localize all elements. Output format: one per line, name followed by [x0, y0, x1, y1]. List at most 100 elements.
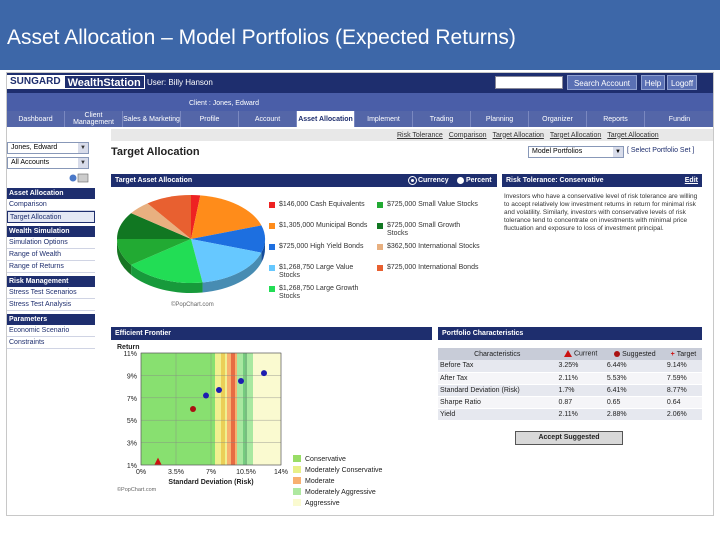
- legend-item: $725,000 Small Value Stocks: [377, 201, 481, 209]
- legend-label: $1,268,750 Large Growth Stocks: [279, 285, 359, 300]
- y-axis-label: Return: [117, 344, 140, 351]
- tab-client-management[interactable]: Client Management: [65, 111, 123, 127]
- table-row: After Tax 2.11% 5.53% 7.59%: [438, 372, 702, 385]
- table-cell: Standard Deviation (Risk): [438, 384, 557, 397]
- crumb-target-allocation-1[interactable]: Target Allocation: [492, 131, 544, 139]
- x-tick-label: 0%: [136, 469, 146, 476]
- y-tick-label: 3%: [127, 441, 137, 448]
- sidebar-section-parameters: Parameters: [7, 314, 95, 325]
- plot-border: [140, 352, 282, 466]
- sidebar-item-comparison[interactable]: Comparison: [7, 199, 95, 211]
- x-tick-label: 14%: [274, 469, 288, 476]
- band-legend-label: Aggressive: [305, 500, 340, 507]
- target-allocation-title: Target Asset Allocation: [115, 177, 193, 184]
- pie-credit: ©PopChart.com: [171, 302, 214, 308]
- tab-dashboard[interactable]: Dashboard: [7, 111, 65, 127]
- crumb-target-allocation-3[interactable]: Target Allocation: [607, 131, 659, 139]
- logo-wealthstation: WealthStation: [63, 75, 145, 89]
- crumb-risk-tolerance[interactable]: Risk Tolerance: [397, 131, 443, 139]
- client-select-value: Jones, Edward: [11, 144, 58, 151]
- tab-sales-marketing[interactable]: Sales & Marketing: [123, 111, 181, 127]
- tab-account[interactable]: Account: [239, 111, 297, 127]
- portfolio-point: [203, 392, 209, 399]
- tab-reports[interactable]: Reports: [587, 111, 645, 127]
- table-cell: 1.7%: [556, 384, 605, 397]
- client-select[interactable]: Jones, Edward ▼: [7, 142, 89, 154]
- portfolio-select[interactable]: Model Portfolios ▼: [528, 146, 624, 158]
- frontier-credit: ©PopChart.com: [117, 486, 157, 493]
- tab-funding[interactable]: Fundin: [645, 111, 713, 127]
- accounts-select[interactable]: All Accounts ▼: [7, 157, 89, 169]
- efficient-frontier-header: Efficient Frontier: [111, 327, 432, 340]
- chevron-down-icon: ▼: [613, 147, 623, 157]
- legend-label: $1,268,750 Large Value Stocks: [279, 264, 354, 279]
- sidebar-item-constraints[interactable]: Constraints: [7, 337, 95, 349]
- crumb-target-allocation-2[interactable]: Target Allocation: [549, 131, 602, 139]
- allocation-pie-chart: [117, 195, 265, 293]
- radio-selected-icon: [408, 175, 417, 185]
- legend-swatch: [377, 244, 383, 250]
- legend-swatch: [377, 223, 383, 229]
- crumb-comparison[interactable]: Comparison: [448, 131, 487, 139]
- tab-trading[interactable]: Trading: [413, 111, 471, 127]
- select-portfolio-set-link[interactable]: [ Select Portfolio Set ]: [627, 147, 695, 154]
- accept-suggested-button[interactable]: Accept Suggested: [515, 431, 623, 445]
- legend-label: $146,000 Cash Equivalents: [279, 201, 365, 208]
- tab-profile[interactable]: Profile: [181, 111, 239, 127]
- user-label: User: Billy Hanson: [147, 78, 213, 87]
- sidebar-item-simulation-options[interactable]: Simulation Options: [7, 237, 95, 249]
- radio-unselected-icon: [457, 176, 464, 184]
- legend-item: $725,000 High Yield Bonds: [269, 243, 373, 251]
- table-cell: 8.77%: [664, 384, 702, 397]
- efficient-frontier-chart: Return 1% 3% 5% 7% 9% 11% 0% 3.5% 7% 10.5% 14% Stand…: [117, 344, 383, 507]
- sidebar-item-stress-test-scenarios[interactable]: Stress Test Scenarios: [7, 287, 95, 299]
- sidebar-item-stress-test-analysis[interactable]: Stress Test Analysis: [7, 299, 95, 311]
- pie-slice-side: [117, 239, 132, 275]
- refresh-icon[interactable]: [69, 173, 89, 183]
- table-cell: 0.87: [556, 396, 605, 409]
- sidebar-item-range-of-wealth[interactable]: Range of Wealth: [7, 249, 95, 261]
- portfolio-point: [261, 370, 267, 377]
- logoff-button[interactable]: Logoff: [667, 75, 697, 90]
- y-tick-label: 5%: [127, 418, 137, 425]
- currency-radio[interactable]: Currency: [408, 174, 449, 187]
- legend-label: $1,305,000 Municipal Bonds: [279, 222, 368, 229]
- band-legend-label: Moderate: [305, 478, 335, 485]
- sidebar-item-target-allocation[interactable]: Target Allocation: [7, 211, 95, 223]
- tab-implement[interactable]: Implement: [355, 111, 413, 127]
- portfolio-point: [190, 406, 196, 412]
- client-bar: Client : Jones, Edward: [7, 93, 713, 111]
- top-bar: SUNGARD WealthStation User: Billy Hanson…: [7, 73, 713, 93]
- pie-slice: [191, 195, 201, 239]
- tab-asset-allocation[interactable]: Asset Allocation: [297, 111, 355, 127]
- search-input[interactable]: [495, 76, 563, 89]
- col-suggested: Suggested: [604, 348, 665, 360]
- percent-radio[interactable]: Percent: [457, 174, 492, 187]
- col-current: Current: [556, 348, 605, 360]
- legend-swatch: [269, 223, 275, 229]
- pie-slice: [131, 239, 203, 283]
- circle-icon: [614, 350, 621, 357]
- table-cell: 3.25%: [556, 360, 605, 373]
- sidebar-item-economic-scenario[interactable]: Economic Scenario: [7, 325, 95, 337]
- table-cell: After Tax: [438, 372, 557, 385]
- tab-organizer[interactable]: Organizer: [529, 111, 587, 127]
- current-point: [154, 457, 162, 465]
- sidebar-item-range-of-returns[interactable]: Range of Returns: [7, 261, 95, 273]
- table-row: Yield 2.11% 2.88% 2.06%: [438, 408, 702, 421]
- logo: SUNGARD WealthStation: [7, 75, 145, 89]
- band-legend-label: Moderately Conservative: [305, 467, 383, 474]
- slide-header: Asset Allocation – Model Portfolios (Exp…: [0, 0, 720, 70]
- tab-planning[interactable]: Planning: [471, 111, 529, 127]
- portfolio-select-value: Model Portfolios: [532, 148, 583, 155]
- legend-swatch: [269, 286, 275, 292]
- help-button[interactable]: Help: [641, 75, 665, 90]
- legend-item: $146,000 Cash Equivalents: [269, 201, 373, 209]
- table-cell: 6.41%: [604, 384, 665, 397]
- legend-label: $725,000 Small Growth Stocks: [387, 222, 461, 237]
- legend-item: $362,500 International Stocks: [377, 243, 481, 251]
- legend-swatch: [377, 202, 383, 208]
- search-account-button[interactable]: Search Account: [567, 75, 637, 90]
- x-tick-label: 10.5%: [236, 469, 256, 476]
- edit-link[interactable]: Edit: [684, 177, 698, 184]
